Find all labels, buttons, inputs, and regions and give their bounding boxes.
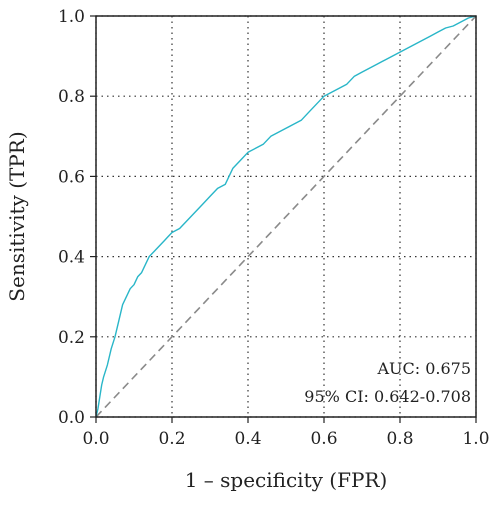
x-axis-title: 1 – specificity (FPR) — [185, 468, 388, 492]
x-tick-label-0: 0.0 — [82, 429, 109, 449]
roc-curve-layer — [95, 15, 477, 418]
y-tick-label-1: 0.2 — [58, 328, 85, 348]
reference-line — [95, 15, 477, 418]
x-tick-label-5: 1.0 — [462, 429, 489, 449]
diagonal-reference-line — [95, 15, 477, 418]
y-ticks: 0.0 0.2 0.4 0.6 0.8 1.0 — [58, 7, 96, 428]
y-axis-title: Sensitivity (TPR) — [5, 131, 29, 301]
y-tick-label-0: 0.0 — [58, 408, 85, 428]
y-tick-label-4: 0.8 — [58, 87, 85, 107]
x-tick-label-1: 0.2 — [158, 429, 185, 449]
x-tick-label-4: 0.8 — [386, 429, 413, 449]
ci-annotation: 95% CI: 0.642-0.708 — [304, 387, 471, 406]
x-tick-label-3: 0.6 — [310, 429, 337, 449]
y-tick-label-2: 0.4 — [58, 248, 85, 268]
x-tick-label-2: 0.4 — [234, 429, 261, 449]
y-tick-label-5: 1.0 — [58, 7, 85, 27]
x-ticks: 0.0 0.2 0.4 0.6 0.8 1.0 — [82, 417, 490, 449]
plot-frame — [95, 15, 477, 418]
roc-curve — [95, 15, 477, 418]
y-tick-label-3: 0.6 — [58, 167, 85, 187]
auc-annotation: AUC: 0.675 — [376, 359, 471, 378]
